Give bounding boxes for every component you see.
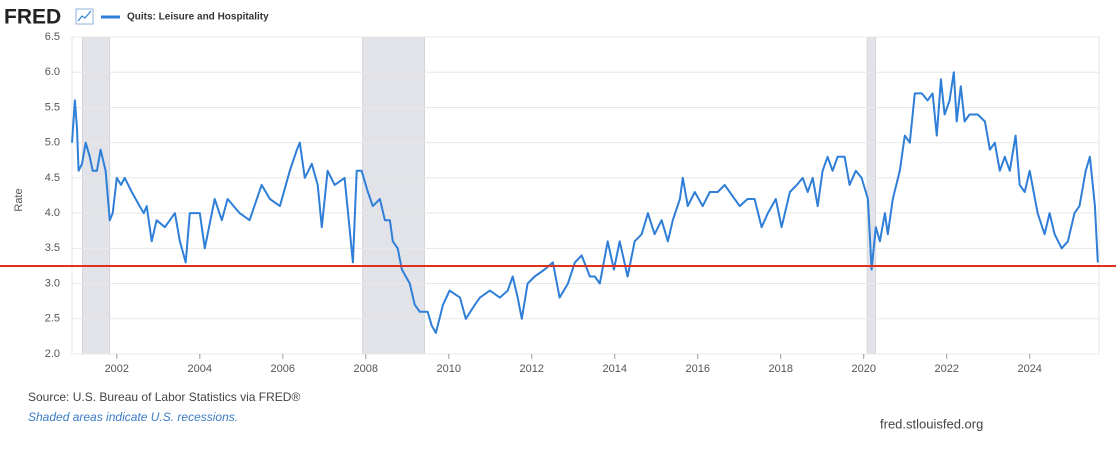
y-tick-label: 6.5 bbox=[45, 31, 60, 43]
x-tick-label: 2014 bbox=[603, 363, 627, 375]
x-tick-label: 2022 bbox=[934, 363, 958, 375]
source: Source: U.S. Bureau of Labor Statistics … bbox=[28, 390, 300, 404]
y-axis-label: Rate bbox=[13, 188, 25, 211]
line-series bbox=[71, 71, 1099, 334]
x-tick-label: 2004 bbox=[188, 363, 212, 375]
plot-area bbox=[71, 36, 1100, 355]
y-tick-label: 2.5 bbox=[45, 313, 60, 325]
x-tick-label: 2006 bbox=[271, 363, 295, 375]
x-tick-label: 2012 bbox=[520, 363, 544, 375]
y-tick-label: 4.5 bbox=[45, 172, 60, 184]
y-tick-label: 3.0 bbox=[45, 277, 60, 289]
recession-band bbox=[866, 36, 877, 355]
y-tick-label: 2.0 bbox=[45, 348, 60, 360]
recession-note: Shaded areas indicate U.S. recessions. bbox=[28, 410, 238, 424]
y-tick-label: 4.0 bbox=[45, 207, 60, 219]
legend-label: Quits: Leisure and Hospitality bbox=[127, 12, 269, 23]
logo-icon bbox=[75, 8, 94, 25]
x-tick-label: 2016 bbox=[686, 363, 710, 375]
x-tick-label: 2024 bbox=[1017, 363, 1041, 375]
y-tick-label: 5.0 bbox=[45, 137, 60, 149]
x-tick-label: 2020 bbox=[851, 363, 875, 375]
x-tick-label: 2002 bbox=[105, 363, 129, 375]
recession-band bbox=[82, 36, 111, 355]
y-tick-label: 3.5 bbox=[45, 242, 60, 254]
x-tick-label: 2008 bbox=[354, 363, 378, 375]
y-tick-label: 5.5 bbox=[45, 101, 60, 113]
x-tick-label: 2018 bbox=[768, 363, 792, 375]
site-url[interactable]: fred.stlouisfed.org bbox=[880, 416, 983, 431]
brand-logo[interactable]: FRED bbox=[4, 6, 61, 29]
y-tick-label: 6.0 bbox=[45, 66, 60, 78]
x-tick-label: 2010 bbox=[437, 363, 461, 375]
